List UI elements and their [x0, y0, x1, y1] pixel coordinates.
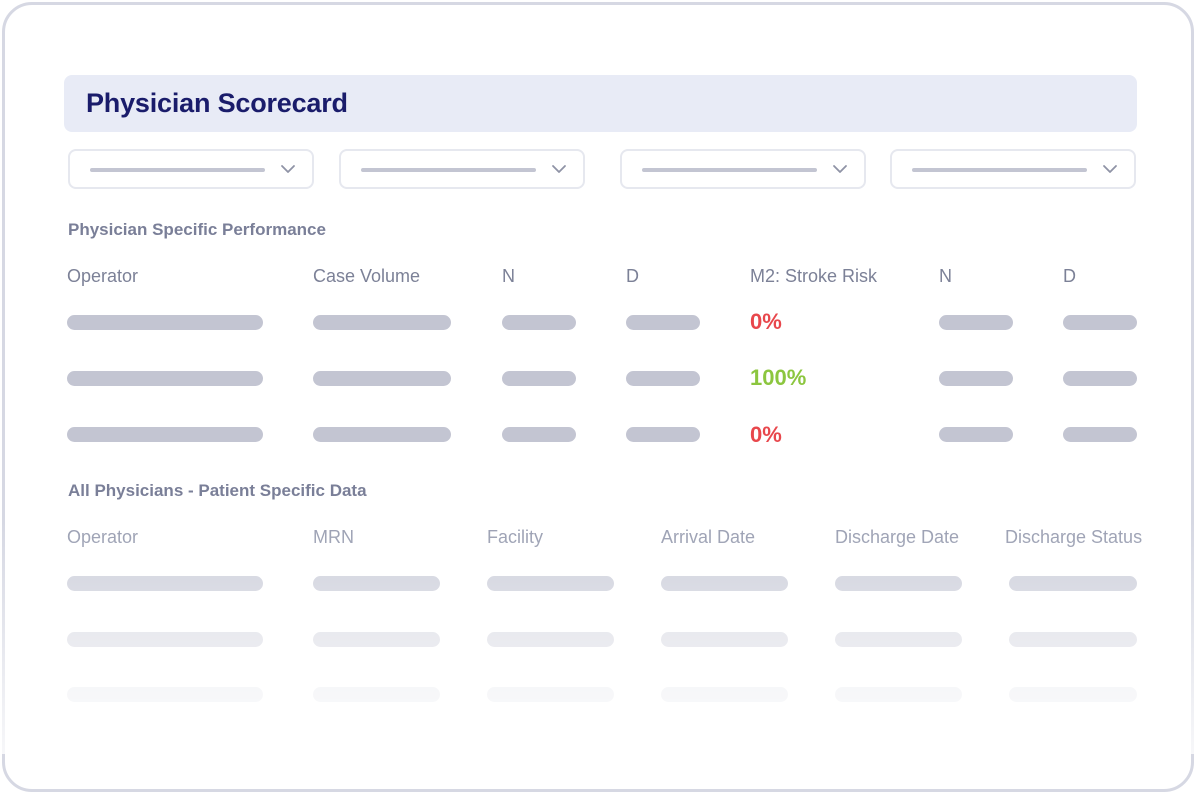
- placeholder-bar: [939, 371, 1013, 386]
- col-arrival-date: Arrival Date: [661, 527, 756, 547]
- placeholder-bar: [661, 632, 788, 647]
- col-operator: Operator: [67, 527, 139, 547]
- patients-section-title: All Physicians - Patient Specific Data: [68, 481, 367, 500]
- col-d-2: D: [1063, 266, 1076, 286]
- placeholder-bar: [939, 427, 1013, 442]
- placeholder-bar: [502, 315, 576, 330]
- placeholder-bar: [67, 315, 263, 330]
- placeholder-bar: [1009, 576, 1137, 591]
- placeholder-bar: [67, 687, 263, 702]
- placeholder-bar: [313, 427, 451, 442]
- col-stroke-risk: M2: Stroke Risk: [750, 266, 878, 286]
- performance-section-title: Physician Specific Performance: [68, 220, 326, 239]
- placeholder-bar: [661, 687, 788, 702]
- col-discharge-date: Discharge Date: [835, 527, 960, 547]
- col-case-volume: Case Volume: [313, 266, 421, 286]
- placeholder-bar: [1009, 632, 1137, 647]
- stroke-risk-value: 0%: [750, 309, 782, 334]
- placeholder-bar: [67, 632, 263, 647]
- placeholder-bar: [835, 576, 962, 591]
- placeholder-bar: [313, 687, 440, 702]
- filter-placeholder: [361, 168, 536, 172]
- filter-placeholder: [90, 168, 265, 172]
- header-bar: Physician Scorecard: [64, 75, 1137, 132]
- filter-dropdown-3[interactable]: [620, 149, 866, 189]
- placeholder-bar: [939, 315, 1013, 330]
- filter-placeholder: [912, 168, 1087, 172]
- col-operator: Operator: [67, 266, 139, 286]
- placeholder-bar: [67, 576, 263, 591]
- page-title: Physician Scorecard: [86, 88, 348, 118]
- filter-placeholder: [642, 168, 817, 172]
- chevron-down-icon: [833, 165, 847, 173]
- placeholder-bar: [661, 576, 788, 591]
- placeholder-bar: [626, 427, 700, 442]
- filter-dropdown-1[interactable]: [68, 149, 314, 189]
- chevron-down-icon: [552, 165, 566, 173]
- col-discharge-status: Discharge Status: [1005, 527, 1143, 547]
- placeholder-bar: [1063, 315, 1137, 330]
- stroke-risk-value: 100%: [750, 365, 807, 390]
- placeholder-bar: [487, 687, 614, 702]
- chevron-down-icon: [1103, 165, 1117, 173]
- col-n: N: [502, 266, 515, 286]
- placeholder-bar: [626, 315, 700, 330]
- placeholder-bar: [1063, 371, 1137, 386]
- col-mrn: MRN: [313, 527, 354, 547]
- filter-dropdown-2[interactable]: [339, 149, 585, 189]
- placeholder-bar: [487, 576, 614, 591]
- placeholder-bar: [313, 371, 451, 386]
- placeholder-bar: [313, 632, 440, 647]
- placeholder-bar: [487, 632, 614, 647]
- placeholder-bar: [67, 427, 263, 442]
- col-facility: Facility: [487, 527, 544, 547]
- col-n-2: N: [939, 266, 952, 286]
- placeholder-bar: [313, 315, 451, 330]
- placeholder-bar: [1063, 427, 1137, 442]
- placeholder-bar: [313, 576, 440, 591]
- placeholder-bar: [67, 371, 263, 386]
- col-d: D: [626, 266, 639, 286]
- stroke-risk-value: 0%: [750, 422, 782, 447]
- placeholder-bar: [626, 371, 700, 386]
- filter-dropdown-4[interactable]: [890, 149, 1136, 189]
- placeholder-bar: [1009, 687, 1137, 702]
- placeholder-bar: [835, 687, 962, 702]
- chevron-down-icon: [281, 165, 295, 173]
- placeholder-bar: [835, 632, 962, 647]
- placeholder-bar: [502, 371, 576, 386]
- placeholder-bar: [502, 427, 576, 442]
